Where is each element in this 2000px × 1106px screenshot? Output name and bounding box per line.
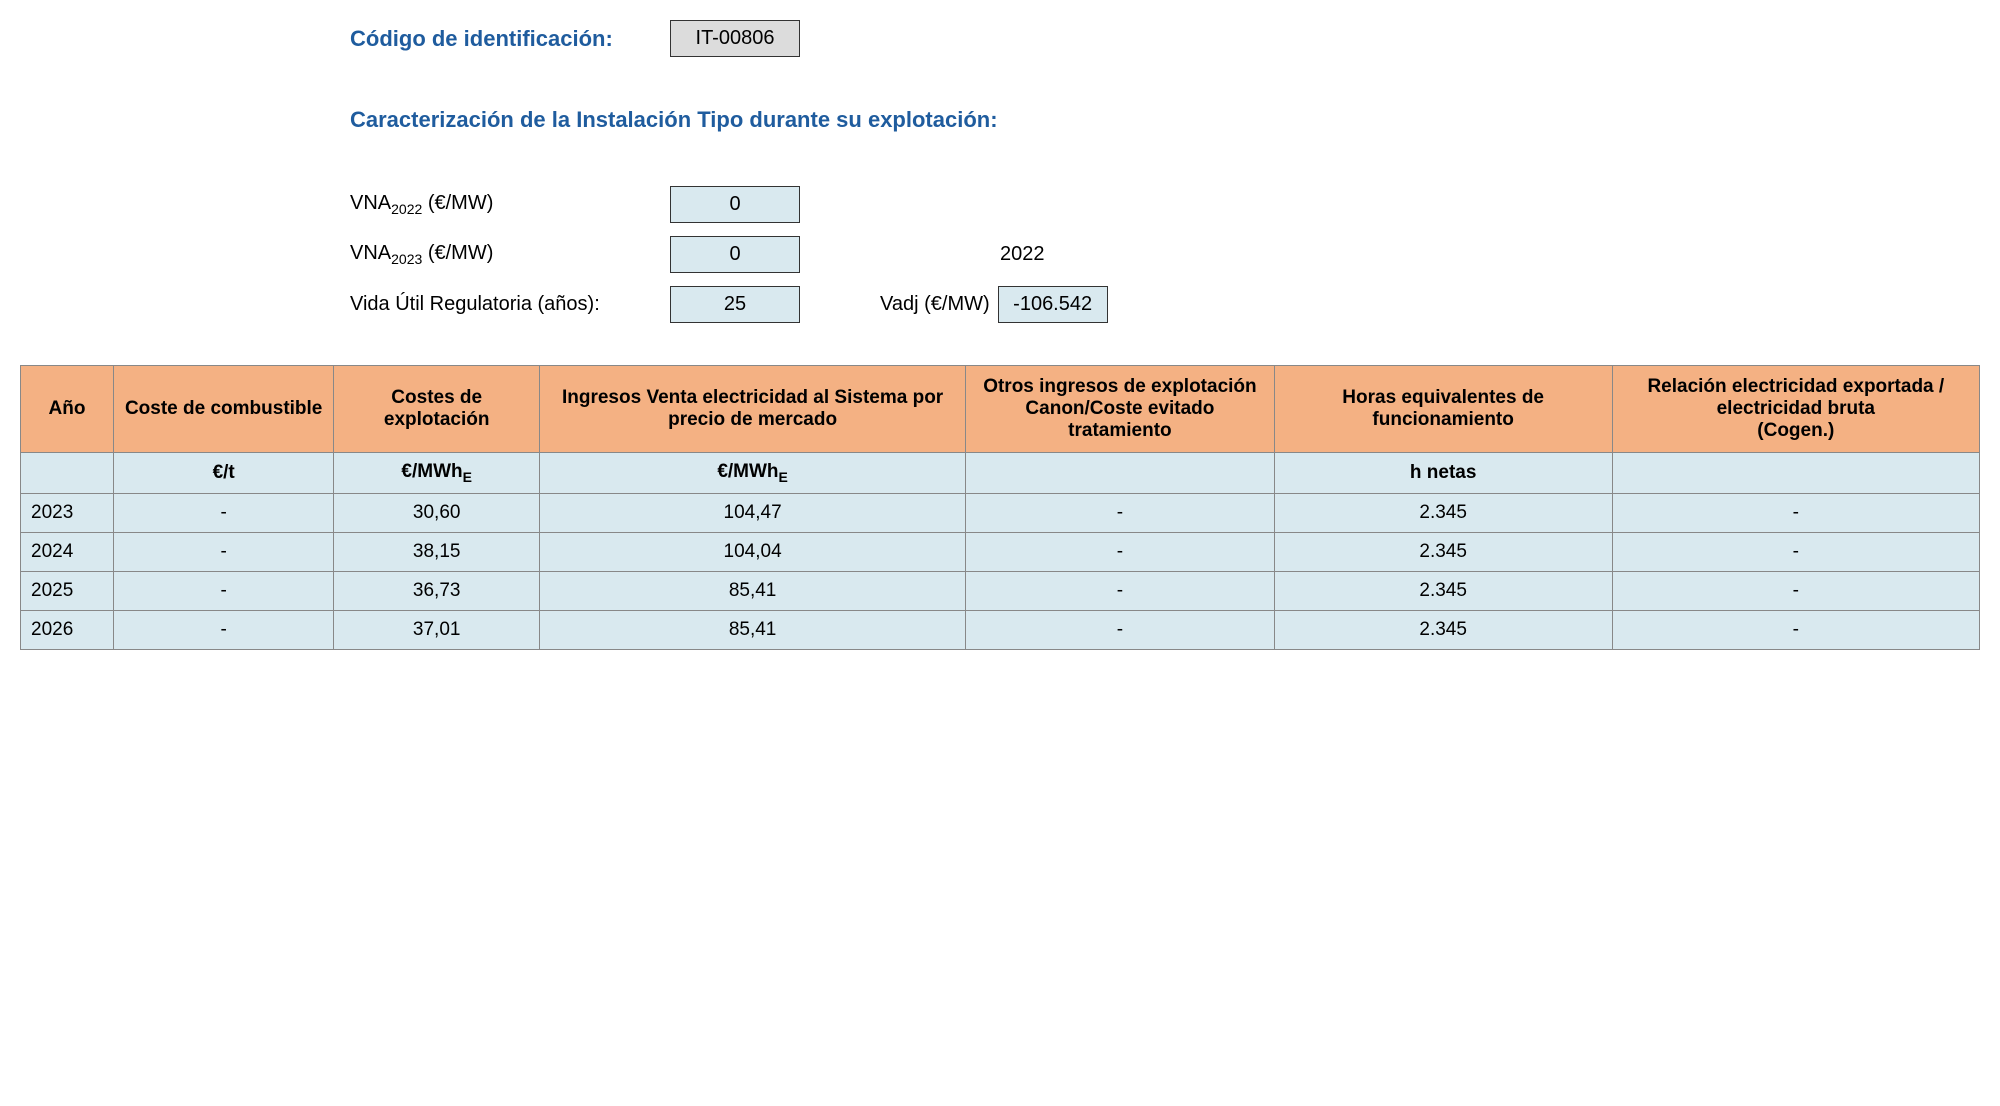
vida-label: Vida Útil Regulatoria (años):: [350, 293, 670, 316]
unit-costs: €/MWhE: [334, 453, 540, 494]
th-fuel: Coste de combustible: [113, 366, 333, 453]
table-row: 2025 - 36,73 85,41 - 2.345 -: [21, 571, 1980, 610]
cell-costs: 38,15: [334, 532, 540, 571]
vadj-group: Vadj (€/MW) -106.542: [880, 286, 1108, 323]
cell-other: -: [966, 571, 1275, 610]
cell-ratio: -: [1612, 493, 1979, 532]
vna2023-prefix: VNA: [350, 242, 391, 264]
cell-other: -: [966, 493, 1275, 532]
cell-hours: 2.345: [1274, 610, 1612, 649]
vna2022-row: VNA2022 (€/MW) 0: [350, 183, 1980, 225]
vida-row: Vida Útil Regulatoria (años): 25 Vadj (€…: [350, 283, 1980, 325]
unit-income: €/MWhE: [540, 453, 966, 494]
unit-fuel-text: €/t: [213, 462, 235, 483]
unit-other: [966, 453, 1275, 494]
cell-income: 85,41: [540, 610, 966, 649]
vna2022-value: 0: [670, 186, 800, 223]
th-year: Año: [21, 366, 114, 453]
section-title: Caracterización de la Instalación Tipo d…: [350, 107, 1980, 133]
header-section: Código de identificación: IT-00806 Carac…: [350, 20, 1980, 325]
vna2022-unit: (€/MW): [422, 192, 493, 214]
cell-fuel: -: [113, 493, 333, 532]
code-row: Código de identificación: IT-00806: [350, 20, 1980, 57]
cell-fuel: -: [113, 571, 333, 610]
vida-value: 25: [670, 286, 800, 323]
vadj-value: -106.542: [998, 286, 1108, 323]
vna2023-label: VNA2023 (€/MW): [350, 242, 670, 267]
vna2022-label: VNA2022 (€/MW): [350, 192, 670, 217]
th-ratio: Relación electricidad exportada / electr…: [1612, 366, 1979, 453]
cell-year: 2024: [21, 532, 114, 571]
exploitation-table: Año Coste de combustible Costes de explo…: [20, 365, 1980, 650]
code-value-box: IT-00806: [670, 20, 800, 57]
cell-fuel: -: [113, 610, 333, 649]
cell-income: 104,47: [540, 493, 966, 532]
th-ratio-line1: Relación electricidad exportada / electr…: [1647, 376, 1944, 419]
vna2023-sub: 2023: [391, 251, 422, 267]
unit-hours: h netas: [1274, 453, 1612, 494]
cell-costs: 37,01: [334, 610, 540, 649]
th-income: Ingresos Venta electricidad al Sistema p…: [540, 366, 966, 453]
unit-income-prefix: €/MWh: [717, 461, 778, 482]
unit-fuel: €/t: [113, 453, 333, 494]
cell-ratio: -: [1612, 571, 1979, 610]
table-row: 2023 - 30,60 104,47 - 2.345 -: [21, 493, 1980, 532]
table-row: 2024 - 38,15 104,04 - 2.345 -: [21, 532, 1980, 571]
unit-income-sub: E: [779, 469, 788, 485]
unit-ratio: [1612, 453, 1979, 494]
unit-hours-text: h netas: [1410, 462, 1477, 483]
cell-ratio: -: [1612, 610, 1979, 649]
table-body: €/t €/MWhE €/MWhE h netas 2023 - 30,60 1…: [21, 453, 1980, 650]
cell-costs: 36,73: [334, 571, 540, 610]
cell-other: -: [966, 532, 1275, 571]
th-costs: Costes de explotación: [334, 366, 540, 453]
vna2023-unit: (€/MW): [422, 242, 493, 264]
cell-year: 2023: [21, 493, 114, 532]
vna2022-prefix: VNA: [350, 192, 391, 214]
cell-ratio: -: [1612, 532, 1979, 571]
th-hours: Horas equivalentes de funcionamiento: [1274, 366, 1612, 453]
th-ratio-line2: (Cogen.): [1757, 420, 1834, 441]
cell-costs: 30,60: [334, 493, 540, 532]
table-header-row: Año Coste de combustible Costes de explo…: [21, 366, 1980, 453]
units-row: €/t €/MWhE €/MWhE h netas: [21, 453, 1980, 494]
cell-other: -: [966, 610, 1275, 649]
cell-hours: 2.345: [1274, 571, 1612, 610]
th-other: Otros ingresos de explotación Canon/Cost…: [966, 366, 1275, 453]
table-row: 2026 - 37,01 85,41 - 2.345 -: [21, 610, 1980, 649]
code-label: Código de identificación:: [350, 26, 670, 52]
vna2022-sub: 2022: [391, 201, 422, 217]
cell-hours: 2.345: [1274, 532, 1612, 571]
vadj-label: Vadj (€/MW): [880, 293, 990, 316]
cell-fuel: -: [113, 532, 333, 571]
cell-hours: 2.345: [1274, 493, 1612, 532]
cell-year: 2026: [21, 610, 114, 649]
vna2023-value: 0: [670, 236, 800, 273]
year-display: 2022: [1000, 243, 1045, 266]
cell-income: 85,41: [540, 571, 966, 610]
unit-year: [21, 453, 114, 494]
unit-costs-prefix: €/MWh: [401, 461, 462, 482]
unit-costs-sub: E: [463, 469, 472, 485]
vna2023-row: VNA2023 (€/MW) 0 2022: [350, 233, 1980, 275]
cell-year: 2025: [21, 571, 114, 610]
cell-income: 104,04: [540, 532, 966, 571]
